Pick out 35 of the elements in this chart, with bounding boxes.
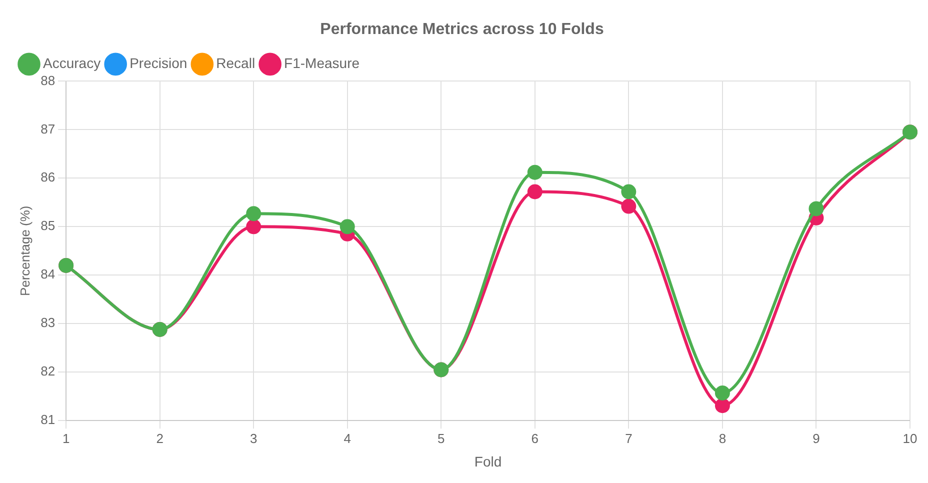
x-tick-label: 1 xyxy=(62,430,70,446)
x-tick-label: 6 xyxy=(531,430,539,446)
point xyxy=(246,206,262,222)
legend-label: Recall xyxy=(216,55,256,72)
point xyxy=(714,398,730,414)
x-tick-label: 5 xyxy=(438,430,445,446)
x-tick-label: 9 xyxy=(812,430,820,446)
chart-title: Performance Metrics across 10 Folds xyxy=(320,21,604,38)
point xyxy=(527,164,542,180)
x-tick-label: 7 xyxy=(625,430,632,446)
y-tick-label: 85 xyxy=(40,218,56,234)
y-tick-label: 82 xyxy=(40,364,56,379)
legend-label: Precision xyxy=(130,55,188,72)
point xyxy=(527,184,542,200)
point xyxy=(340,219,355,234)
y-tick-label: 83 xyxy=(40,315,56,330)
x-tick-label: 4 xyxy=(344,430,351,446)
y-axis-title: Percentage (%) xyxy=(17,206,32,296)
point xyxy=(621,198,636,214)
point xyxy=(246,219,262,234)
x-tick-label: 2 xyxy=(156,430,164,446)
y-tick-label: 84 xyxy=(40,266,56,282)
x-tick-label: 8 xyxy=(718,430,726,446)
point xyxy=(808,201,824,216)
y-tick-label: 86 xyxy=(40,170,56,185)
legend-label: F1-Measure xyxy=(284,55,360,72)
point xyxy=(714,385,730,400)
x-axis-title: Fold xyxy=(474,453,502,470)
y-tick-label: 81 xyxy=(40,412,56,428)
y-tick-label: 88 xyxy=(40,72,56,88)
x-tick-label: 10 xyxy=(902,430,918,446)
x-tick-label: 3 xyxy=(250,430,258,446)
point xyxy=(621,184,636,200)
legend-label: Accuracy xyxy=(43,55,101,72)
y-tick-label: 87 xyxy=(40,121,56,136)
